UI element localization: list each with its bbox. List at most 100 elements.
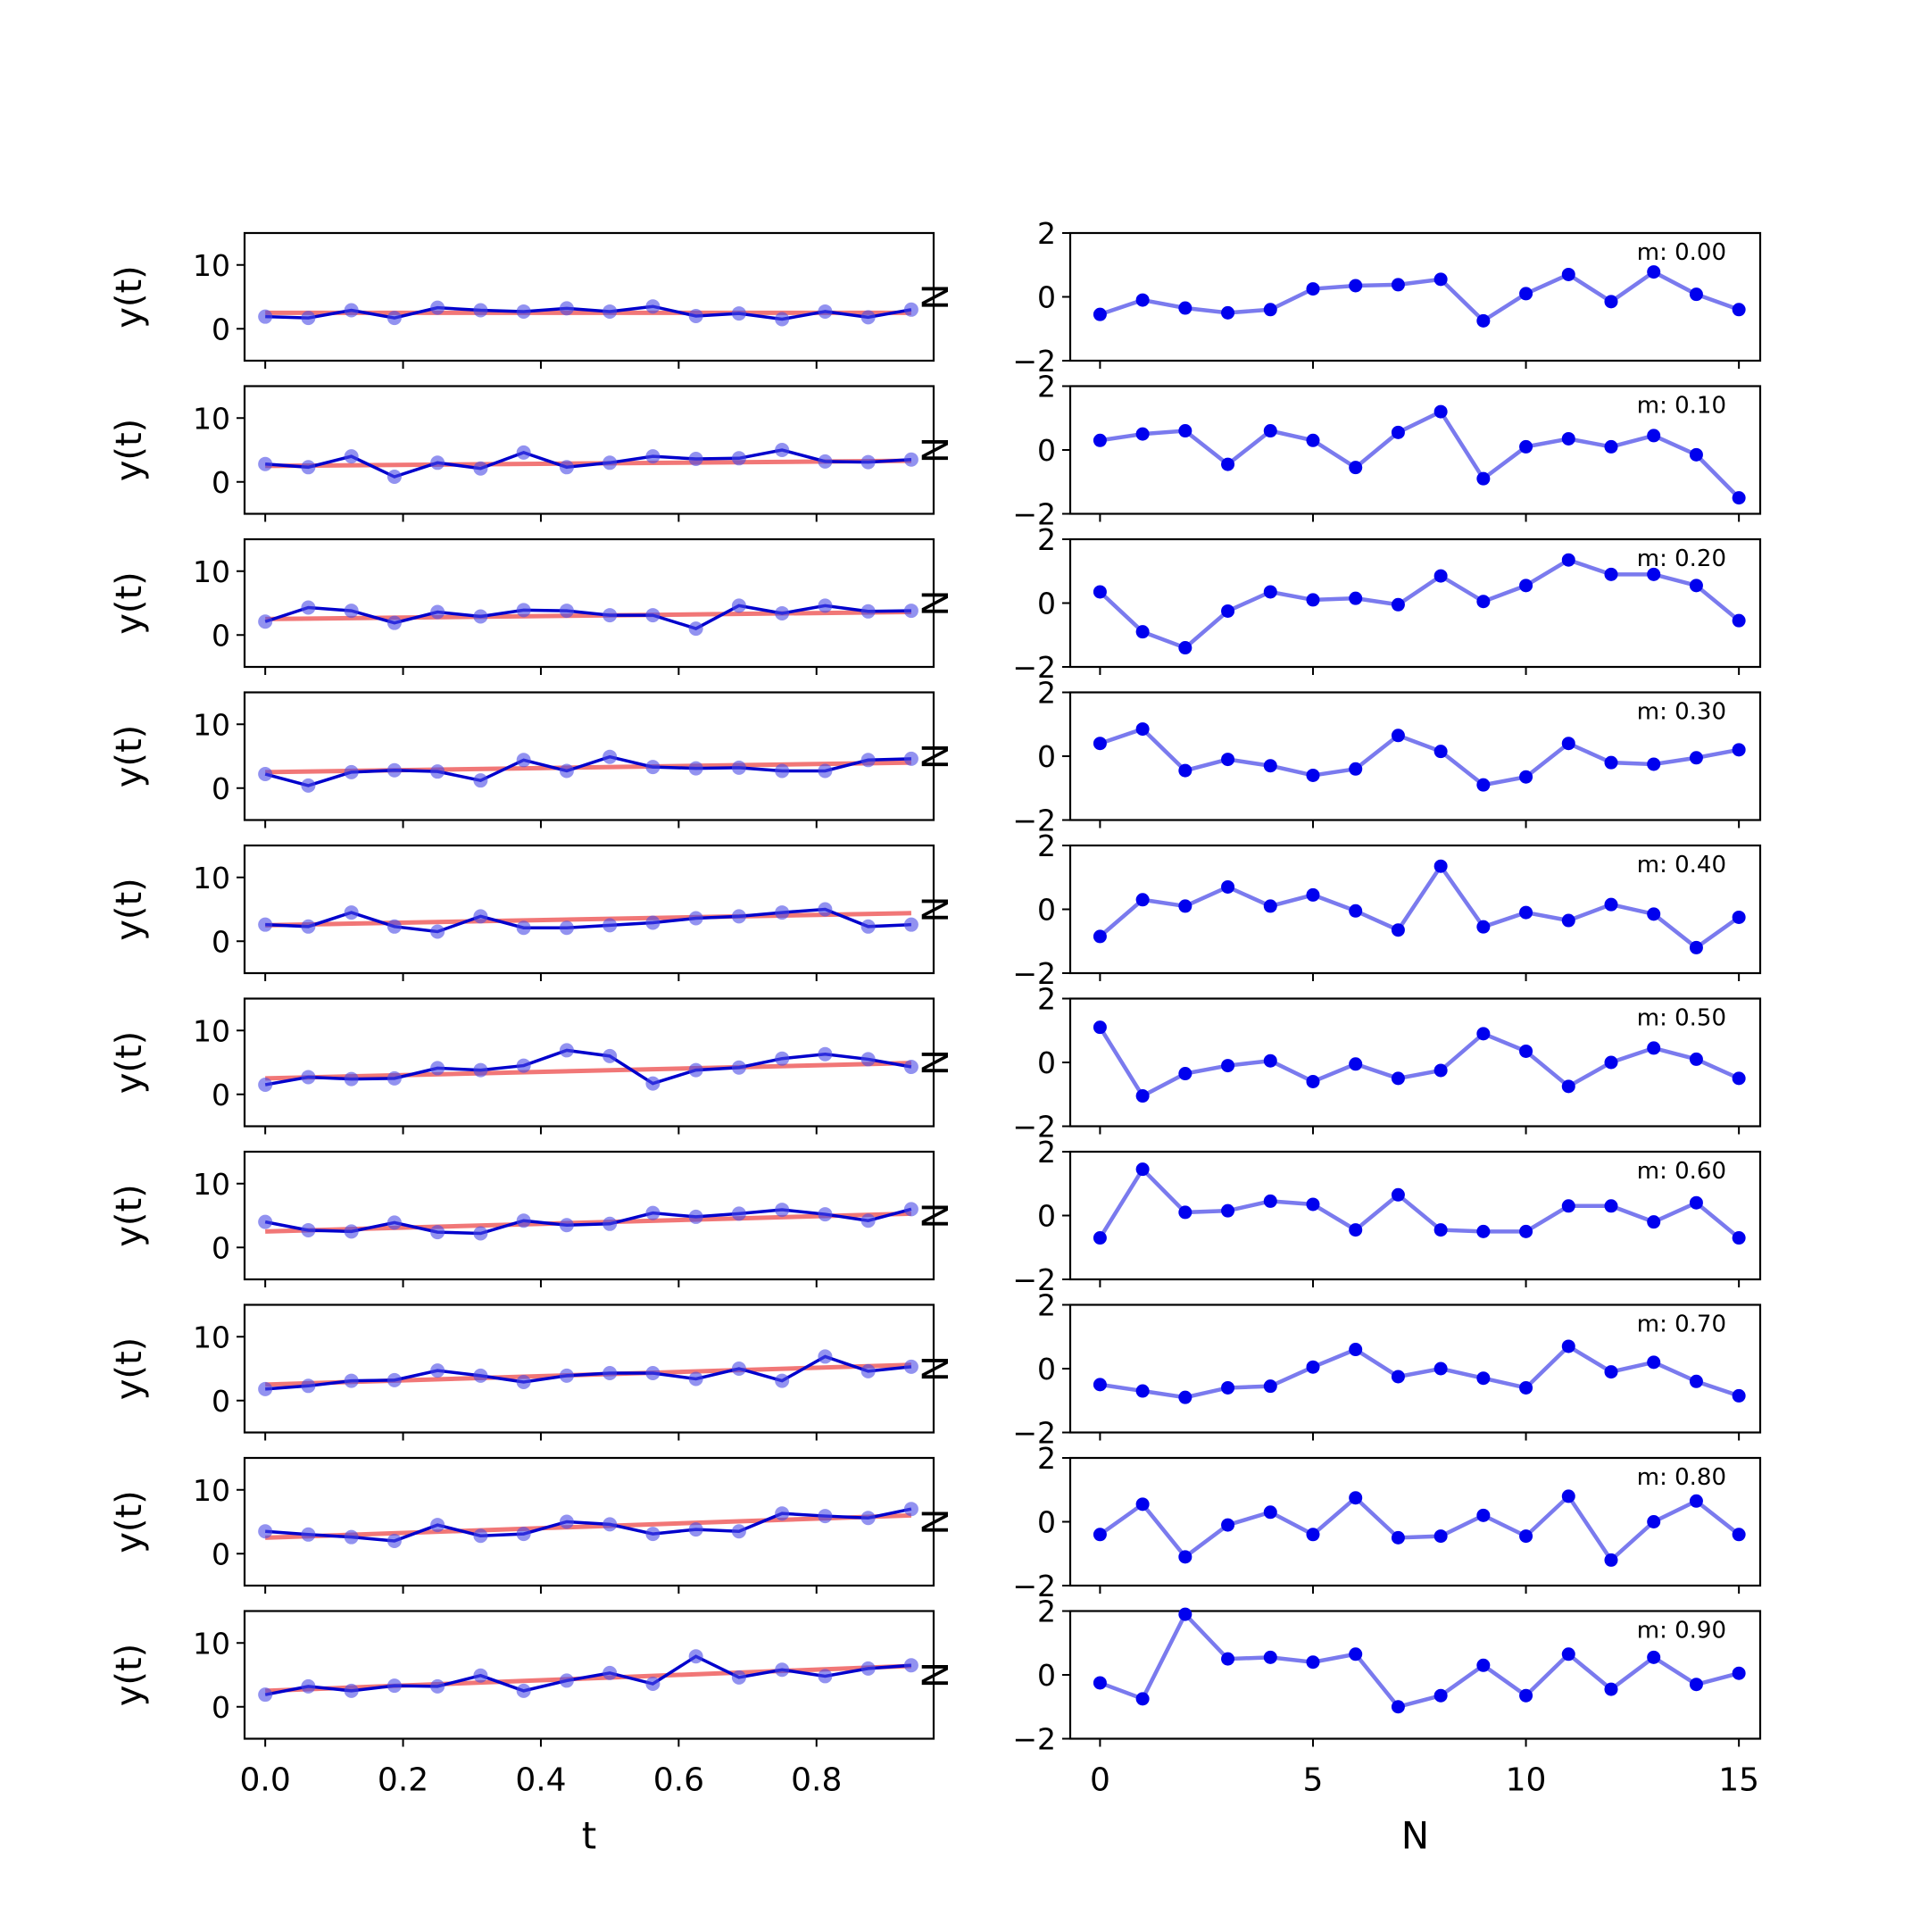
noise-point [1221,305,1235,320]
noise-point [1306,768,1320,782]
noise-point [1178,1390,1193,1404]
y-tick-label: −2 [1012,1110,1056,1145]
data-point [602,1665,618,1680]
noise-point [1604,295,1618,309]
noise-point [1689,1052,1703,1066]
data-point [473,461,488,476]
data-point [688,1371,703,1387]
left-subplot-3: 0 10 y(t) [109,691,935,829]
fit-line [265,1061,911,1081]
data-point [645,1076,661,1091]
noise-point [1391,1071,1405,1086]
data-point [516,1683,531,1698]
data-point [775,312,790,327]
slope-annotation: m: 0.10 [1637,393,1726,420]
y-tick-label: 0 [1037,587,1056,621]
slope-annotation: m: 0.90 [1637,1618,1726,1645]
noise-point [1732,303,1746,317]
data-point [301,778,316,793]
noise-point [1519,439,1533,454]
noise-point [1263,585,1277,599]
noise-point [1221,879,1235,894]
noise-point [1135,427,1150,441]
noise-point [1604,567,1618,581]
data-point [688,1209,703,1224]
data-point [818,763,833,779]
noise-point [1434,1223,1448,1237]
noise-point [1647,567,1661,581]
data-point [344,1224,359,1239]
noise-point [1604,1553,1618,1567]
noise-point [1434,1063,1448,1078]
x-tick-label: 0.6 [653,1762,704,1799]
data-point [258,1381,273,1396]
data-point [258,917,273,932]
data-point [344,1071,359,1087]
noise-point [1434,569,1448,583]
noise-point [1519,1044,1533,1058]
noise-point [1178,1607,1193,1621]
data-point [860,310,876,325]
y-axis-label: y(t) [109,265,150,329]
data-point [775,605,790,620]
data-point [860,454,876,470]
data-point [688,621,703,637]
data-point [430,604,445,620]
noise-point [1732,1231,1746,1245]
noise-point [1306,282,1320,296]
noise-point [1476,313,1491,328]
noise-point [1732,910,1746,924]
y-tick-label: 0 [1037,1352,1056,1387]
data-point [818,902,833,917]
y-tick-label: 0 [1037,280,1056,315]
noise-point [1221,1380,1235,1395]
data-line [264,754,911,787]
noise-point [1391,923,1405,937]
noise-point [1647,429,1661,443]
y-tick-label: 2 [1037,829,1056,863]
noise-line [1099,269,1740,324]
data-point [645,1366,661,1381]
data-point [731,909,746,924]
y-axis-label: y(t) [109,1184,150,1247]
y-axis-label: N [916,1355,957,1382]
noise-point [1221,753,1235,767]
y-tick-label: 0 [212,771,230,806]
noise-point [1689,1374,1703,1388]
noise-point [1135,1089,1150,1103]
data-point [430,1061,445,1076]
y-tick-label: 2 [1037,522,1056,557]
noise-point [1178,641,1193,655]
y-tick-label: 10 [193,861,230,895]
fit-line [265,1663,912,1694]
data-point [903,1658,918,1673]
noise-point [1135,1692,1150,1706]
data-point [731,1060,746,1075]
right-subplot-1: −2 0 2 Nm: 0.10 [916,370,1762,532]
noise-point [1178,1550,1193,1564]
noise-point [1732,1071,1746,1086]
noise-point [1689,447,1703,462]
noise-point [1349,461,1363,475]
data-point [258,1524,273,1539]
data-point [386,919,402,934]
noise-point [1349,762,1363,776]
noise-point [1519,1688,1533,1703]
data-point [516,603,531,618]
y-tick-label: 10 [193,554,230,589]
x-tick-label: 0.4 [515,1762,566,1799]
y-tick-label: −2 [1012,497,1056,532]
data-point [602,304,618,319]
y-axis-label: N [916,1509,957,1536]
data-point [818,1669,833,1684]
data-point [516,445,531,460]
data-line [264,1048,912,1087]
data-point [386,615,402,630]
noise-point [1476,471,1491,486]
data-point [386,1678,402,1694]
noise-point [1263,1379,1277,1394]
noise-point [1135,1497,1150,1511]
data-point [559,604,574,619]
data-point [731,598,746,613]
data-point [818,1349,833,1364]
